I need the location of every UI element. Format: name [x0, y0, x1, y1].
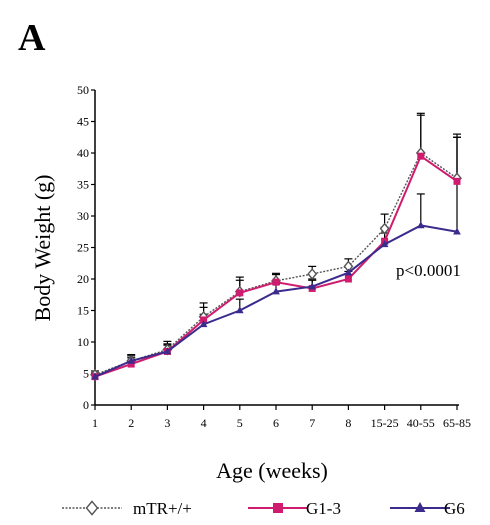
error-bars-1 — [91, 114, 461, 377]
y-tick-label: 25 — [77, 241, 89, 255]
chart-series-layer — [90, 112, 462, 381]
data-point — [344, 275, 352, 283]
legend-marker — [414, 502, 426, 512]
y-tick-label: 20 — [77, 272, 89, 286]
y-tick-label: 50 — [77, 83, 89, 97]
series-line — [94, 224, 458, 378]
data-point — [91, 372, 99, 380]
data-point — [200, 316, 208, 324]
data-point — [236, 289, 244, 297]
series-2 — [91, 221, 461, 380]
legend-label: G1-3 — [306, 499, 341, 518]
y-tick-label: 15 — [77, 304, 89, 318]
x-tick-label: 15-25 — [371, 416, 399, 430]
panel-label: A — [18, 17, 46, 59]
data-point — [344, 268, 353, 276]
y-tick-label: 40 — [77, 146, 89, 160]
data-point — [272, 278, 280, 286]
data-point — [416, 221, 425, 229]
y-tick-label: 45 — [77, 115, 89, 129]
data-point — [417, 152, 425, 160]
y-tick-label: 30 — [77, 209, 89, 223]
data-point — [163, 347, 172, 355]
data-point — [235, 306, 244, 314]
legend-label: mTR+/+ — [133, 499, 192, 518]
p-value-annotation: p<0.0001 — [396, 261, 461, 280]
data-point — [379, 222, 390, 235]
data-point — [199, 320, 208, 328]
x-tick-label: 65-85 — [443, 416, 471, 430]
error-bars-2 — [91, 136, 461, 377]
legend-label: G6 — [444, 499, 465, 518]
data-point — [127, 360, 135, 368]
x-tick-label: 1 — [92, 416, 98, 430]
x-tick-label: 3 — [164, 416, 170, 430]
error-bars-0 — [91, 112, 461, 375]
legend-marker — [85, 500, 99, 516]
data-point — [453, 177, 461, 185]
y-tick-label: 10 — [77, 335, 89, 349]
chart-legend: mTR+/+ G1-3 G6 — [62, 499, 465, 518]
legend-item-2: G6 — [390, 499, 465, 518]
x-tick-label: 5 — [237, 416, 243, 430]
legend-item-1: G1-3 — [248, 499, 341, 518]
x-tick-label: 40-55 — [407, 416, 435, 430]
x-axis-title: Age (weeks) — [216, 458, 328, 483]
data-point — [453, 227, 461, 235]
y-axis-title: Body Weight (g) — [30, 175, 55, 322]
data-point — [272, 287, 280, 295]
y-tick-label: 5 — [83, 367, 89, 381]
y-tick-label: 35 — [77, 178, 89, 192]
data-point — [127, 356, 136, 364]
legend-marker — [273, 503, 283, 513]
x-tick-label: 2 — [128, 416, 134, 430]
x-tick-label: 6 — [273, 416, 279, 430]
y-tick-label: 0 — [83, 398, 89, 412]
x-tick-label: 8 — [345, 416, 351, 430]
data-point — [308, 282, 317, 290]
data-point — [307, 268, 318, 280]
x-tick-label: 7 — [309, 416, 315, 430]
legend-item-0: mTR+/+ — [62, 499, 192, 518]
x-tick-label: 4 — [201, 416, 207, 430]
data-point — [380, 240, 389, 248]
